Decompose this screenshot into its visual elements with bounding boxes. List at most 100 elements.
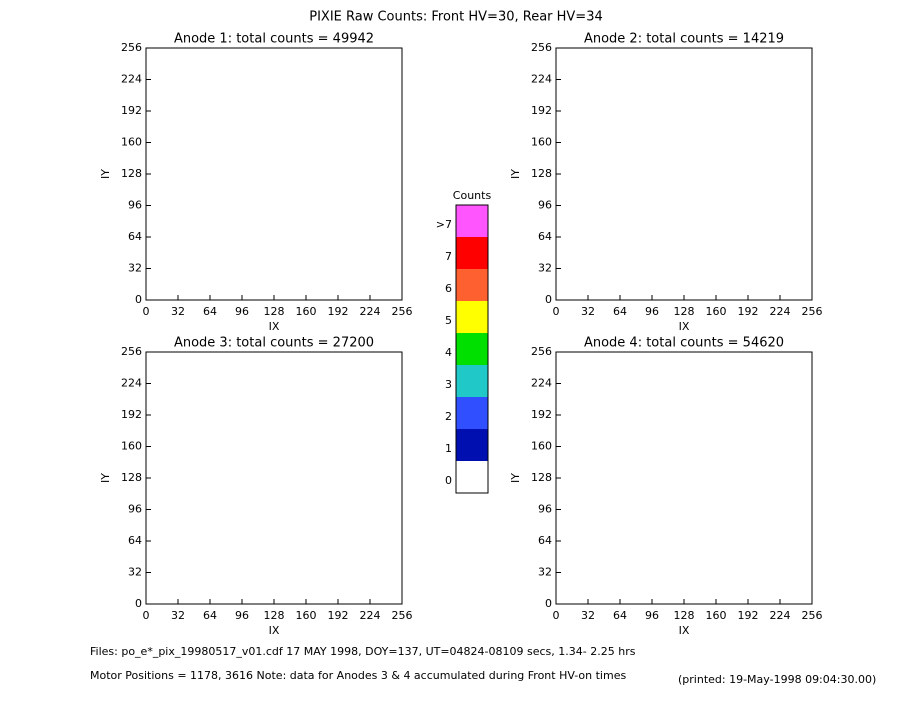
y-tick-label: 160	[121, 440, 142, 453]
y-axis-label: IY	[99, 473, 112, 483]
x-tick-label: 192	[328, 609, 349, 622]
x-tick-label: 128	[674, 305, 695, 318]
y-tick-label: 128	[121, 471, 142, 484]
colorbar-label: 3	[445, 378, 452, 391]
colorbar-label: 7	[445, 250, 452, 263]
x-tick-label: 32	[171, 609, 185, 622]
x-tick-label: 224	[360, 305, 381, 318]
y-tick-label: 256	[121, 41, 142, 54]
x-tick-label: 0	[553, 609, 560, 622]
colorbar-label: 4	[445, 346, 452, 359]
colorbar-swatch	[456, 301, 488, 333]
colorbar-swatch	[456, 205, 488, 237]
y-tick-label: 128	[121, 167, 142, 180]
colorbar-label: 6	[445, 282, 452, 295]
y-tick-label: 32	[128, 566, 142, 579]
x-tick-label: 128	[264, 305, 285, 318]
x-tick-label: 96	[645, 609, 659, 622]
y-tick-label: 64	[128, 230, 142, 243]
x-tick-label: 192	[328, 305, 349, 318]
plot-frame	[145, 351, 403, 605]
x-tick-label: 224	[360, 609, 381, 622]
y-axis-label: IY	[509, 169, 522, 179]
y-tick-label: 64	[538, 230, 552, 243]
y-tick-label: 32	[538, 262, 552, 275]
colorbar-swatch	[456, 461, 488, 493]
panel-title: Anode 4: total counts = 54620	[584, 336, 784, 351]
y-tick-label: 0	[545, 293, 552, 306]
x-tick-label: 64	[203, 609, 217, 622]
x-tick-label: 96	[645, 305, 659, 318]
plot-frame	[145, 47, 403, 301]
x-tick-label: 160	[296, 305, 317, 318]
panel-title: Anode 2: total counts = 14219	[584, 32, 784, 47]
x-tick-label: 64	[613, 305, 627, 318]
colorbar-label: 5	[445, 314, 452, 327]
y-tick-label: 96	[538, 199, 552, 212]
colorbar-label: 0	[445, 474, 452, 487]
footer-motor: Motor Positions = 1178, 3616 Note: data …	[90, 669, 626, 682]
x-tick-label: 64	[203, 305, 217, 318]
x-tick-label: 160	[706, 609, 727, 622]
y-tick-label: 128	[531, 471, 552, 484]
colorbar-swatch	[456, 237, 488, 269]
y-axis-label: IY	[509, 473, 522, 483]
y-tick-label: 224	[121, 73, 142, 86]
colorbar-swatch	[456, 269, 488, 301]
y-tick-label: 160	[531, 136, 552, 149]
colorbar-title: Counts	[453, 189, 492, 202]
y-tick-label: 192	[121, 104, 142, 117]
y-tick-label: 32	[128, 262, 142, 275]
x-tick-label: 96	[235, 609, 249, 622]
y-tick-label: 96	[538, 503, 552, 516]
y-tick-label: 192	[531, 104, 552, 117]
x-tick-label: 160	[296, 609, 317, 622]
colorbar-swatch	[456, 365, 488, 397]
colorbar-label: >7	[436, 218, 452, 231]
y-tick-label: 160	[121, 136, 142, 149]
x-tick-label: 192	[738, 305, 759, 318]
panel-title: Anode 3: total counts = 27200	[174, 336, 374, 351]
y-tick-label: 256	[121, 345, 142, 358]
y-tick-label: 0	[545, 597, 552, 610]
y-tick-label: 96	[128, 199, 142, 212]
x-axis-label: IX	[679, 624, 690, 637]
x-tick-label: 224	[770, 305, 791, 318]
y-tick-label: 192	[121, 408, 142, 421]
x-axis-label: IX	[269, 320, 280, 333]
colorbar-label: 2	[445, 410, 452, 423]
x-tick-label: 0	[143, 305, 150, 318]
y-tick-label: 256	[531, 345, 552, 358]
x-axis-label: IX	[679, 320, 690, 333]
x-tick-label: 0	[553, 305, 560, 318]
colorbar-label: 1	[445, 442, 452, 455]
x-tick-label: 256	[802, 305, 823, 318]
plot-frame	[555, 351, 813, 605]
y-tick-label: 224	[531, 73, 552, 86]
y-tick-label: 224	[121, 377, 142, 390]
y-tick-label: 224	[531, 377, 552, 390]
x-tick-label: 96	[235, 305, 249, 318]
y-tick-label: 64	[538, 534, 552, 547]
x-tick-label: 128	[264, 609, 285, 622]
y-tick-label: 192	[531, 408, 552, 421]
x-tick-label: 256	[802, 609, 823, 622]
x-tick-label: 32	[171, 305, 185, 318]
x-tick-label: 160	[706, 305, 727, 318]
y-tick-label: 0	[135, 597, 142, 610]
panel-title: Anode 1: total counts = 49942	[174, 32, 374, 47]
x-tick-label: 0	[143, 609, 150, 622]
plot-frame	[555, 47, 813, 301]
x-tick-label: 256	[392, 305, 413, 318]
y-tick-label: 96	[128, 503, 142, 516]
y-axis-label: IY	[99, 169, 112, 179]
x-axis-label: IX	[269, 624, 280, 637]
x-tick-label: 224	[770, 609, 791, 622]
y-tick-label: 0	[135, 293, 142, 306]
colorbar-swatch	[456, 429, 488, 461]
y-tick-label: 128	[531, 167, 552, 180]
main-title: PIXIE Raw Counts: Front HV=30, Rear HV=3…	[309, 10, 603, 25]
y-tick-label: 160	[531, 440, 552, 453]
x-tick-label: 32	[581, 609, 595, 622]
